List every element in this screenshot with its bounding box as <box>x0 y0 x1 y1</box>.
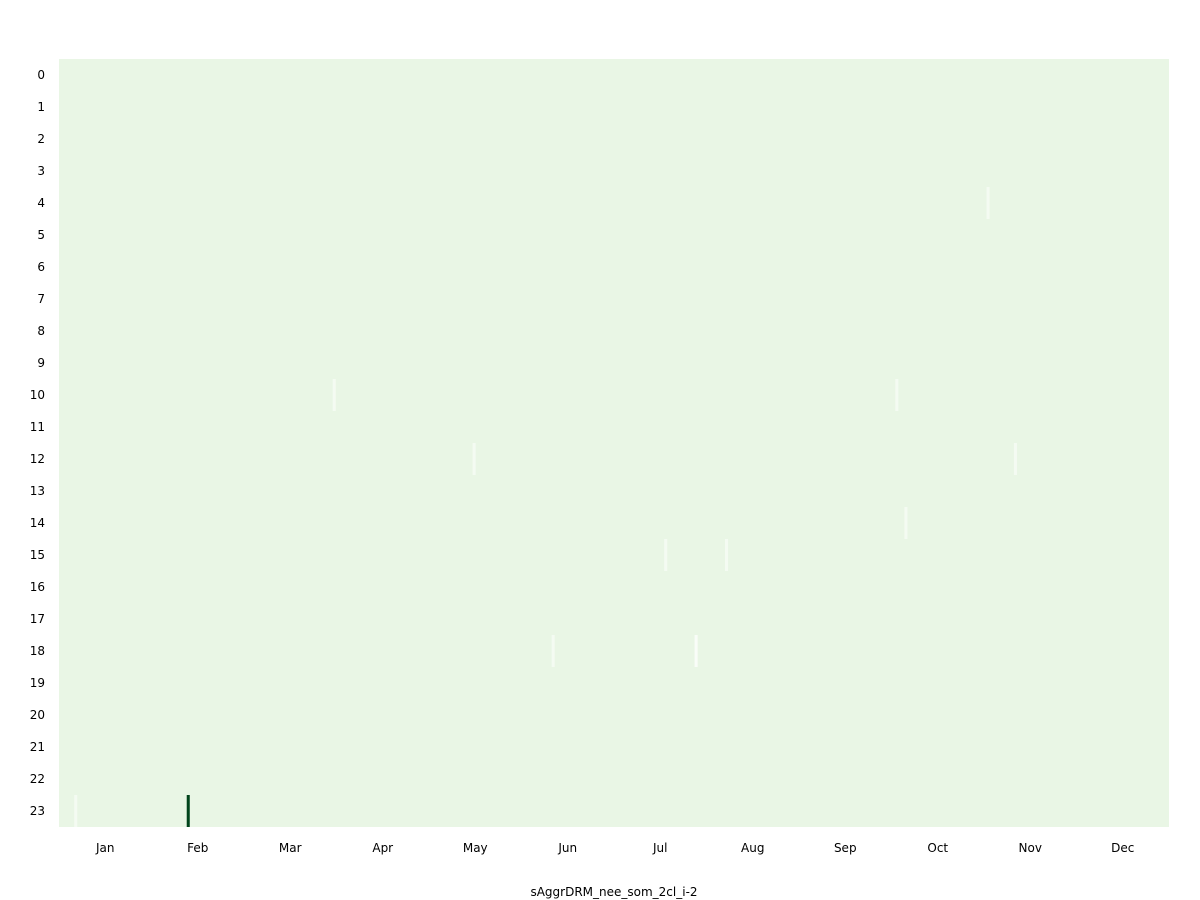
heatmap-background <box>59 59 1169 827</box>
x-tick-label: Apr <box>372 841 393 855</box>
x-tick-labels: Jan Feb Mar Apr May Jun Jul Aug Sep Oct Nov Dec <box>95 841 1134 855</box>
heatmap-cell <box>472 443 476 475</box>
heatmap-cell <box>664 539 668 571</box>
x-tick-label: Dec <box>1111 841 1134 855</box>
heatmap-cell <box>986 187 990 219</box>
y-tick-label: 12 <box>30 452 45 466</box>
x-tick-label: Jun <box>557 841 577 855</box>
y-tick-label: 17 <box>30 612 45 626</box>
y-tick-label: 7 <box>37 292 45 306</box>
heatmap-cell <box>332 379 336 411</box>
heatmap-cell <box>895 379 899 411</box>
y-tick-label: 0 <box>37 68 45 82</box>
heatmap-cell <box>1013 443 1017 475</box>
y-tick-label: 2 <box>37 132 45 146</box>
x-tick-label: Mar <box>279 841 302 855</box>
heatmap-cell <box>186 795 190 827</box>
x-tick-label: Jul <box>652 841 667 855</box>
x-tick-label: Sep <box>834 841 857 855</box>
heatmap-cell <box>904 507 908 539</box>
y-tick-label: 11 <box>30 420 45 434</box>
y-tick-label: 6 <box>37 260 45 274</box>
y-tick-label: 23 <box>30 804 45 818</box>
x-tick-label: Aug <box>741 841 764 855</box>
y-tick-label: 9 <box>37 356 45 370</box>
y-tick-label: 20 <box>30 708 45 722</box>
y-tick-label: 22 <box>30 772 45 786</box>
y-tick-label: 21 <box>30 740 45 754</box>
x-tick-label: Oct <box>927 841 948 855</box>
y-tick-label: 3 <box>37 164 45 178</box>
heatmap-cell <box>694 635 698 667</box>
x-tick-label: May <box>463 841 488 855</box>
y-tick-label: 10 <box>30 388 45 402</box>
y-tick-label: 1 <box>37 100 45 114</box>
y-tick-label: 16 <box>30 580 45 594</box>
y-tick-label: 5 <box>37 228 45 242</box>
y-tick-label: 4 <box>37 196 45 210</box>
y-tick-label: 18 <box>30 644 45 658</box>
y-tick-label: 13 <box>30 484 45 498</box>
y-tick-label: 8 <box>37 324 45 338</box>
heatmap-cell <box>74 795 78 827</box>
y-tick-label: 14 <box>30 516 45 530</box>
x-tick-label: Nov <box>1019 841 1042 855</box>
plot-area <box>59 59 1169 827</box>
y-tick-label: 15 <box>30 548 45 562</box>
x-axis-label: sAggrDRM_nee_som_2cl_i-2 <box>530 885 697 899</box>
heatmap-cell <box>725 539 729 571</box>
x-tick-label: Feb <box>187 841 208 855</box>
x-tick-label: Jan <box>95 841 115 855</box>
heatmap-cell <box>551 635 555 667</box>
y-tick-label: 19 <box>30 676 45 690</box>
